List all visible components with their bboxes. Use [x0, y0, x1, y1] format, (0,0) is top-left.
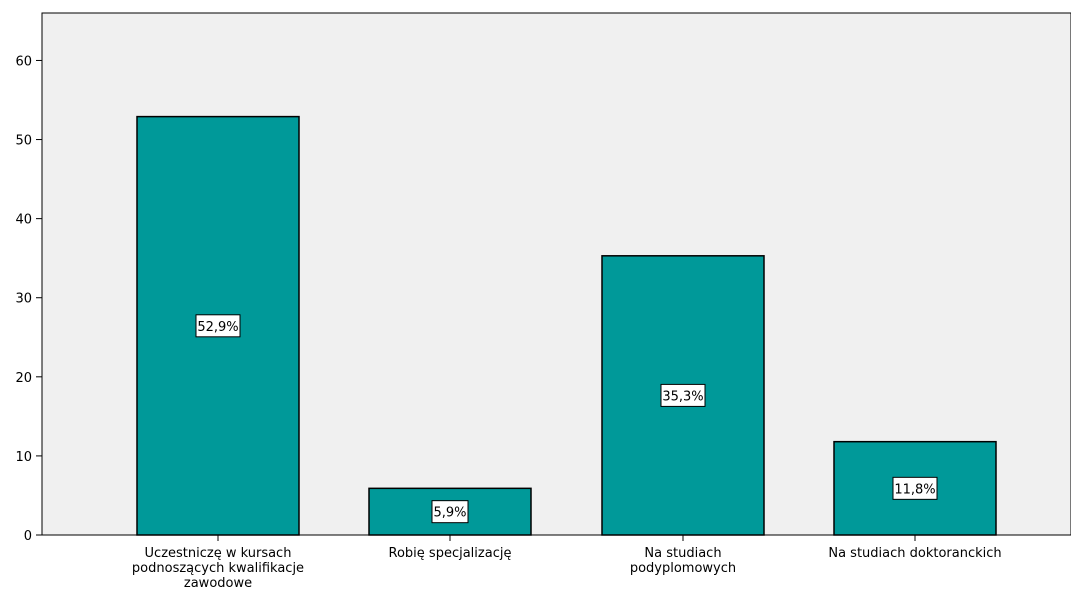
x-category-label-line: Uczestniczę w kursach: [145, 546, 292, 561]
data-label-box: [892, 476, 938, 500]
x-axis-labels: Uczestniczę w kursach podnoszących kwalif…: [132, 535, 1002, 591]
data-label-box: [431, 500, 469, 524]
data-labels-group: 52,9% 5,9% 35,3% 11,8%: [195, 314, 938, 524]
y-tick-label: 0: [24, 529, 32, 544]
data-label: 5,9%: [433, 506, 466, 521]
x-category-label: Na studiach doktoranckich: [828, 546, 1001, 561]
data-label-box: [195, 314, 241, 338]
x-category-label-line: podyplomowych: [630, 561, 736, 576]
x-category-label: Uczestniczę w kursach podnoszących kwalif…: [132, 546, 304, 591]
y-tick-label: 30: [15, 292, 32, 307]
y-axis: 0 10 20 30 40 50 60: [15, 54, 42, 544]
data-label: 11,8%: [894, 482, 935, 497]
x-category-label-line: Robię specjalizację: [389, 546, 512, 561]
y-tick-label: 50: [15, 134, 32, 149]
y-tick-label: 20: [15, 371, 32, 386]
x-category-label-line: Na studiach: [644, 546, 721, 561]
data-label-box: [660, 383, 706, 407]
x-category-label: Na studiach podyplomowych: [630, 546, 736, 576]
y-tick-label: 40: [15, 213, 32, 228]
data-label: 35,3%: [662, 389, 703, 404]
x-category-label: Robię specjalizację: [389, 546, 512, 561]
data-label: 52,9%: [197, 320, 238, 335]
x-category-label-line: podnoszących kwalifikacje: [132, 561, 304, 576]
y-tick-label: 10: [15, 450, 32, 465]
x-category-label-line: zawodowe: [184, 576, 252, 591]
x-category-label-line: Na studiach doktoranckich: [828, 546, 1001, 561]
y-tick-label: 60: [15, 54, 32, 69]
